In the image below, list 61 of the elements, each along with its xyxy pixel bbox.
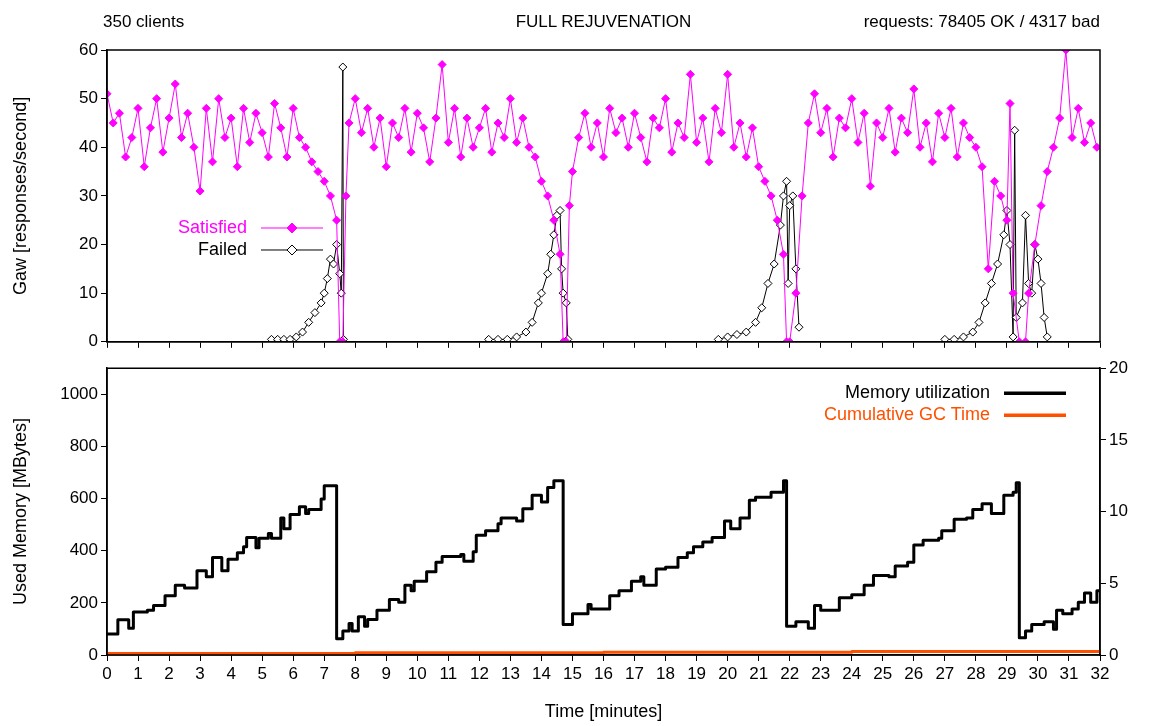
text: requests: 78405 OK / 4317 bad: [863, 12, 1100, 32]
x-tick-label: 9: [381, 663, 392, 683]
x-tick-label: 16: [594, 663, 613, 683]
x-tick-label: 30: [1028, 663, 1048, 683]
chart-title: FULL REJUVENATION: [515, 12, 692, 32]
y-tick-label: 0: [88, 644, 98, 664]
x-tick-label: 19: [687, 663, 707, 683]
legend-label: Satisfied: [177, 216, 247, 237]
y-axis-title: Gaw [responses/second]: [9, 96, 30, 295]
x-tick-label: 4: [226, 663, 236, 683]
x-tick-label: 10: [407, 663, 427, 683]
y2-tick-label: 5: [1109, 572, 1119, 592]
x-tick-label: 6: [288, 663, 298, 683]
x-tick-label: 12: [469, 663, 489, 683]
x-tick-label: 2: [164, 663, 174, 683]
x-tick-label: 27: [935, 663, 955, 683]
x-tick-label: 32: [1090, 663, 1110, 683]
x-tick-label: 11: [439, 663, 458, 683]
x-tick-label: 28: [966, 663, 986, 683]
y-axis-title: Used Memory [MBytes]: [9, 418, 30, 606]
y2-tick-label: 10: [1109, 501, 1128, 521]
x-tick-label: 7: [319, 663, 329, 683]
y-tick-label: 800: [69, 436, 98, 456]
x-tick-label: 31: [1059, 663, 1079, 683]
x-tick-label: 22: [780, 663, 800, 683]
y-tick-label: 10: [79, 282, 98, 302]
y2-tick-label: 15: [1109, 429, 1128, 449]
text: 350 clients: [103, 12, 185, 32]
x-tick-label: 15: [563, 663, 582, 683]
x-tick-label: 13: [500, 663, 520, 683]
x-tick-label: 18: [656, 663, 676, 683]
legend-label: Memory utilization: [844, 382, 990, 403]
y2-tick-label: 0: [1109, 644, 1119, 664]
x-tick-label: 29: [997, 663, 1017, 683]
y-tick-label: 0: [88, 331, 98, 351]
y-tick-label: 400: [69, 540, 98, 560]
y-tick-label: 600: [69, 488, 98, 508]
x-tick-label: 21: [749, 663, 769, 683]
legend-label: Cumulative GC Time: [823, 404, 990, 425]
y-tick-label: 200: [69, 592, 98, 612]
legend-label: Failed: [197, 238, 247, 259]
x-tick-label: 1: [133, 663, 143, 683]
y-tick-label: 1000: [60, 383, 98, 403]
x-tick-label: 8: [350, 663, 360, 683]
y-tick-label: 50: [79, 88, 98, 108]
x-tick-label: 26: [904, 663, 924, 683]
x-tick-label: 5: [257, 663, 267, 683]
x-axis-title: Time [minutes]: [544, 701, 663, 722]
y-tick-label: 30: [79, 185, 98, 205]
y-tick-label: 60: [79, 39, 98, 59]
x-tick-label: 23: [811, 663, 831, 683]
x-tick-label: 14: [531, 663, 551, 683]
x-tick-label: 24: [842, 663, 862, 683]
x-tick-label: 3: [195, 663, 205, 683]
x-tick-label: 0: [102, 663, 112, 683]
x-tick-label: 25: [873, 663, 893, 683]
x-tick-label: 17: [625, 663, 644, 683]
y2-tick-label: 20: [1109, 357, 1128, 377]
y-tick-label: 20: [79, 234, 98, 254]
x-tick-label: 20: [718, 663, 738, 683]
y-tick-label: 40: [79, 136, 98, 156]
